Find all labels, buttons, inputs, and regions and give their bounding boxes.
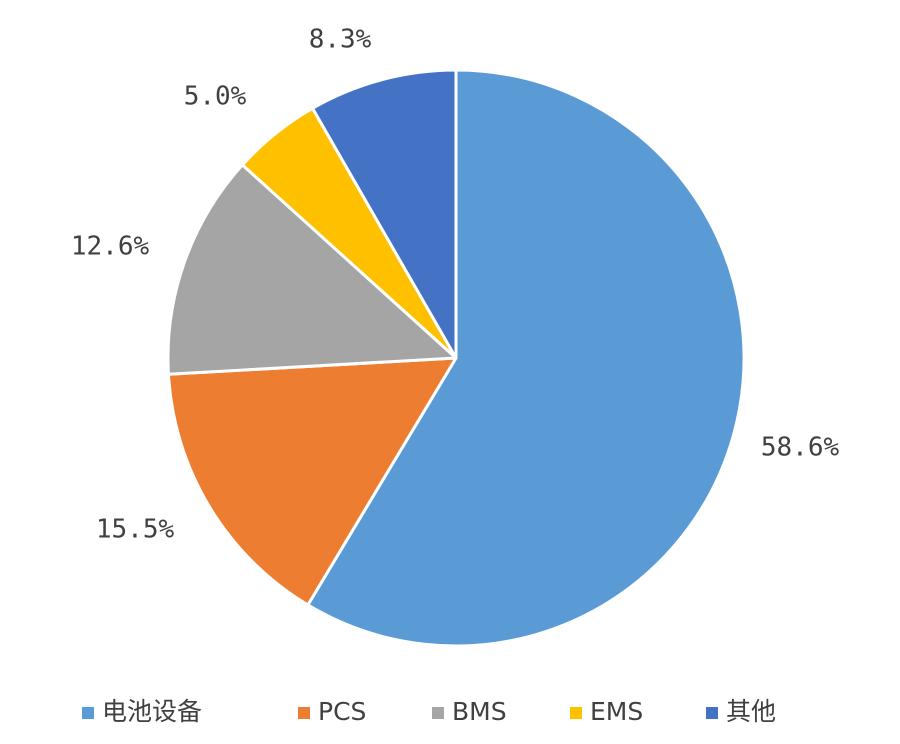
pie-slices: [166, 68, 746, 648]
pie-slice-3: [166, 163, 458, 376]
legend-item-4: EMS: [570, 697, 643, 726]
legend-swatch-3: [432, 707, 444, 719]
legend-item-3: BMS: [432, 697, 507, 726]
data-label-2: 15.5%: [96, 515, 175, 545]
legend-item-5: 其他: [706, 697, 776, 726]
legend-label-1: 电池设备: [102, 697, 202, 726]
legend-swatch-5: [706, 707, 718, 719]
data-label-3: 12.6%: [71, 232, 150, 262]
data-label-4: 5.0%: [184, 82, 247, 112]
pie-slice-2: [166, 356, 458, 607]
legend-label-2: PCS: [318, 697, 366, 726]
legend-item-2: PCS: [298, 697, 366, 726]
data-labels: 58.6% 15.5% 12.6% 5.0% 8.3%: [71, 25, 840, 545]
legend-label-4: EMS: [590, 697, 643, 726]
data-label-5: 8.3%: [309, 25, 372, 55]
legend-swatch-4: [570, 707, 582, 719]
legend-item-1: 电池设备: [82, 697, 202, 726]
legend: 电池设备 PCS BMS EMS 其他: [82, 697, 776, 726]
legend-label-5: 其他: [726, 697, 776, 726]
legend-swatch-1: [82, 707, 94, 719]
pie-slice-1: [306, 68, 746, 648]
legend-label-3: BMS: [452, 697, 507, 726]
data-label-1: 58.6%: [761, 433, 840, 463]
pie-slice-5: [311, 68, 458, 360]
legend-swatch-2: [298, 707, 310, 719]
